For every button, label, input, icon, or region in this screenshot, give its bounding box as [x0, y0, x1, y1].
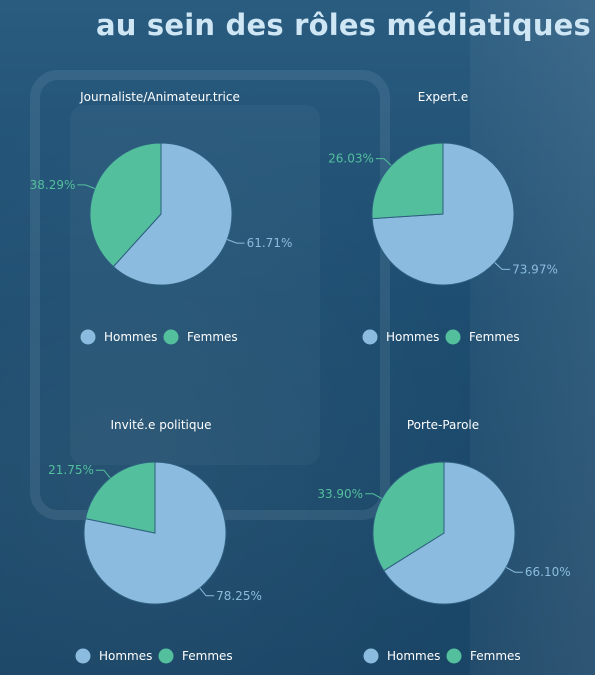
chart-legend: Hommes Femmes [80, 329, 238, 345]
leader-line [494, 262, 511, 270]
legend-label: Hommes [386, 330, 439, 344]
data-label: 61.71% [247, 236, 293, 250]
leader-line [199, 587, 215, 597]
legend-item-hommes[interactable]: Hommes [75, 648, 153, 664]
leader-line [95, 469, 111, 479]
data-label: 38.29% [30, 178, 76, 192]
legend-marker [80, 329, 96, 345]
legend-label: Femmes [470, 649, 521, 663]
chart-title: Expert.e [418, 90, 469, 104]
data-label: 26.03% [328, 152, 374, 166]
legend-marker [75, 648, 91, 664]
chart-legend: Hommes Femmes [363, 648, 521, 664]
legend-item-femmes[interactable]: Femmes [445, 329, 520, 345]
chart-legend: Hommes Femmes [362, 329, 520, 345]
pie-chart-4: Porte-Parole 66.10% 33.90% Hommes Femmes [317, 418, 571, 664]
data-label: 73.97% [512, 262, 558, 276]
chart-legend: Hommes Femmes [75, 648, 233, 664]
pie-slice-femmes [84, 461, 156, 534]
pie-slice-femmes [371, 142, 444, 220]
legend-marker [446, 648, 462, 664]
legend-label: Hommes [99, 649, 152, 663]
legend-item-hommes[interactable]: Hommes [362, 329, 440, 345]
pie-chart-1: Journaliste/Animateur.trice 61.71% 38.29% H… [30, 90, 293, 345]
leader-line [375, 158, 392, 166]
leader-line [77, 184, 95, 189]
leader-line [227, 239, 245, 244]
legend-item-hommes[interactable]: Hommes [80, 329, 158, 345]
pie-chart-2: Expert.e 73.97% 26.03% Hommes Femmes [328, 90, 558, 345]
legend-marker [158, 648, 174, 664]
data-label: 78.25% [216, 589, 262, 603]
chart-title: Invité.e politique [111, 418, 212, 432]
leader-line [505, 566, 523, 573]
pie-slice-femmes [89, 142, 162, 268]
chart-title: Journaliste/Animateur.trice [79, 90, 240, 104]
data-label: 33.90% [317, 487, 363, 501]
legend-label: Femmes [187, 330, 238, 344]
legend-label: Hommes [387, 649, 440, 663]
legend-marker [163, 329, 179, 345]
legend-label: Femmes [469, 330, 520, 344]
pie-chart-3: Invité.e politique 78.25% 21.75% Hommes Femm… [48, 418, 262, 664]
legend-item-femmes[interactable]: Femmes [163, 329, 238, 345]
legend-label: Femmes [182, 649, 233, 663]
chart-title: Porte-Parole [407, 418, 479, 432]
legend-label: Hommes [104, 330, 157, 344]
legend-marker [362, 329, 378, 345]
leader-line [365, 493, 383, 500]
legend-item-femmes[interactable]: Femmes [446, 648, 521, 664]
legend-marker [445, 329, 461, 345]
data-label: 21.75% [48, 463, 94, 477]
legend-marker [363, 648, 379, 664]
data-label: 66.10% [525, 565, 571, 579]
legend-item-hommes[interactable]: Hommes [363, 648, 441, 664]
legend-item-femmes[interactable]: Femmes [158, 648, 233, 664]
page-title: au sein des rôles médiatiques [96, 8, 591, 42]
